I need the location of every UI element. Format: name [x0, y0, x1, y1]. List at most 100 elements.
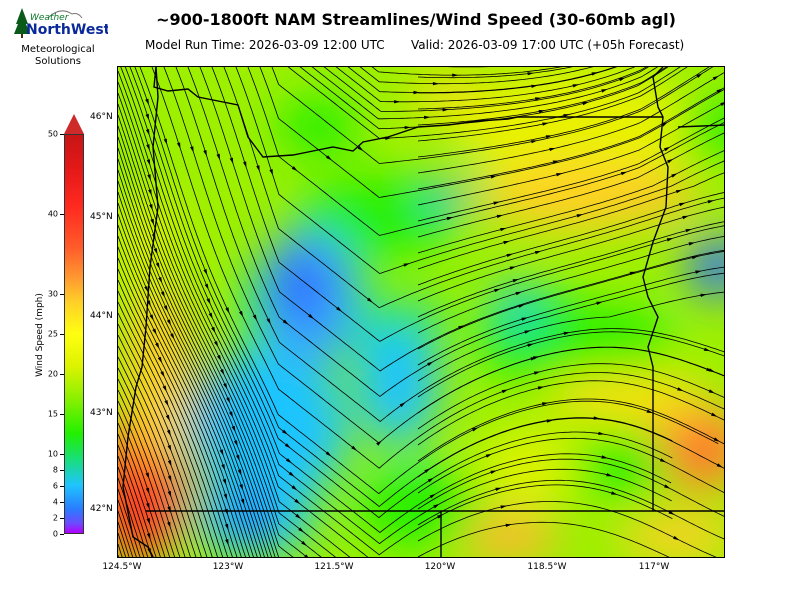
- streamline: [417, 72, 724, 174]
- streamline-arrow: [521, 317, 528, 321]
- streamline: [118, 345, 202, 557]
- lat-label-42: 42°N: [90, 504, 113, 514]
- streamline-arrow: [145, 487, 150, 495]
- streamline-arrow: [593, 416, 600, 420]
- streamline-arrow: [413, 90, 420, 95]
- colorbar-tick-label: 10: [47, 449, 58, 459]
- streamline-arrow: [239, 484, 243, 491]
- streamline-arrow: [237, 469, 242, 476]
- streamline-arrow: [163, 138, 168, 145]
- streamline-arrow: [298, 527, 305, 533]
- streamline: [118, 147, 280, 557]
- colorbar-tick-label: 4: [52, 497, 58, 507]
- streamline-arrow: [527, 72, 534, 76]
- chart-title: ~900-1800ft NAM Streamlines/Wind Speed (…: [156, 10, 676, 29]
- streamline-arrow: [236, 454, 240, 462]
- streamline: [417, 251, 724, 350]
- streamline-arrow: [252, 314, 257, 321]
- streamline-arrow: [219, 449, 224, 456]
- streamline: [417, 117, 724, 222]
- streamline-arrow: [170, 333, 175, 340]
- streamline-arrow: [696, 73, 703, 78]
- streamline-arrow: [158, 276, 163, 284]
- streamline-arrow: [427, 361, 434, 366]
- streamline-arrow: [646, 409, 653, 414]
- streamline-arrow: [503, 241, 510, 245]
- streamline: [417, 521, 670, 557]
- streamline-arrow: [284, 443, 291, 449]
- streamline-arrow: [716, 88, 723, 94]
- streamline: [118, 510, 134, 557]
- streamline-arrow: [703, 347, 711, 352]
- streamline: [417, 380, 724, 446]
- streamline-arrow: [667, 158, 674, 164]
- streamline: [417, 67, 710, 158]
- streamline-arrow: [563, 331, 570, 336]
- streamline-arrow: [229, 411, 233, 418]
- streamline-arrow: [223, 493, 228, 501]
- streamline: [175, 67, 724, 423]
- streamline-arrow: [146, 533, 151, 540]
- streamline-arrow: [682, 215, 689, 220]
- streamline: [417, 67, 647, 110]
- streamline-arrow: [399, 402, 406, 408]
- streamline-arrow: [688, 242, 696, 246]
- streamline-arrow: [505, 523, 512, 527]
- streamline-arrow: [163, 305, 168, 312]
- streamline: [151, 67, 724, 469]
- streamline: [335, 67, 636, 103]
- colorbar-tick-mark: [60, 454, 64, 455]
- streamline: [417, 221, 724, 318]
- svg-text:NorthWest: NorthWest: [26, 22, 108, 38]
- streamline-arrow: [266, 318, 271, 325]
- streamline-arrow: [671, 173, 678, 178]
- streamline-arrow: [155, 342, 160, 349]
- streamline: [417, 67, 668, 126]
- streamline-arrow: [167, 475, 172, 482]
- streamline: [259, 67, 724, 198]
- streamline-arrow: [433, 503, 440, 509]
- streamline-arrow: [403, 263, 410, 267]
- colorbar-tick-mark: [60, 486, 64, 487]
- streamline: [118, 499, 137, 557]
- streamline-arrow: [661, 122, 668, 127]
- streamline-arrow: [530, 357, 537, 361]
- streamline-arrow: [542, 122, 549, 126]
- colorbar-tick-mark: [60, 534, 64, 535]
- streamline: [417, 132, 724, 238]
- streamline-arrow: [494, 288, 501, 293]
- streamline-arrow: [485, 453, 493, 458]
- streamline-arrow: [144, 286, 149, 293]
- streamline: [417, 501, 717, 557]
- streamline-arrow: [167, 521, 171, 529]
- streamline-arrow: [208, 312, 213, 319]
- streamline: [118, 103, 336, 557]
- streamline-arrow: [666, 238, 674, 242]
- streamline-arrow: [146, 502, 150, 510]
- streamline: [418, 67, 618, 94]
- streamline: [299, 67, 669, 130]
- streamline: [287, 67, 681, 140]
- streamline-arrow: [225, 307, 230, 314]
- lat-label-45: 45°N: [90, 212, 113, 222]
- streamline: [118, 488, 141, 557]
- streamline-arrow: [146, 159, 151, 166]
- streamline: [118, 224, 254, 557]
- streamline-arrow: [146, 518, 150, 525]
- streamline-arrow: [152, 328, 157, 335]
- colorbar: [64, 134, 84, 534]
- colorbar-tick-label: 2: [52, 513, 58, 523]
- colorbar-tick-label: 20: [47, 369, 58, 379]
- streamline-arrow: [664, 146, 671, 152]
- streamline-arrow: [256, 165, 260, 172]
- streamline: [118, 290, 228, 557]
- streamline-arrow: [146, 144, 150, 151]
- streamline: [118, 158, 276, 557]
- model-run-time: Model Run Time: 2026-03-09 12:00 UTC: [145, 38, 385, 52]
- streamline-arrow: [291, 485, 298, 491]
- streamline-arrow: [216, 153, 220, 161]
- streamline-arrow: [572, 84, 580, 88]
- valid-time: Valid: 2026-03-09 17:00 UTC (+05h Foreca…: [411, 38, 685, 52]
- streamline-arrow: [291, 166, 298, 172]
- streamline-arrow: [493, 201, 500, 205]
